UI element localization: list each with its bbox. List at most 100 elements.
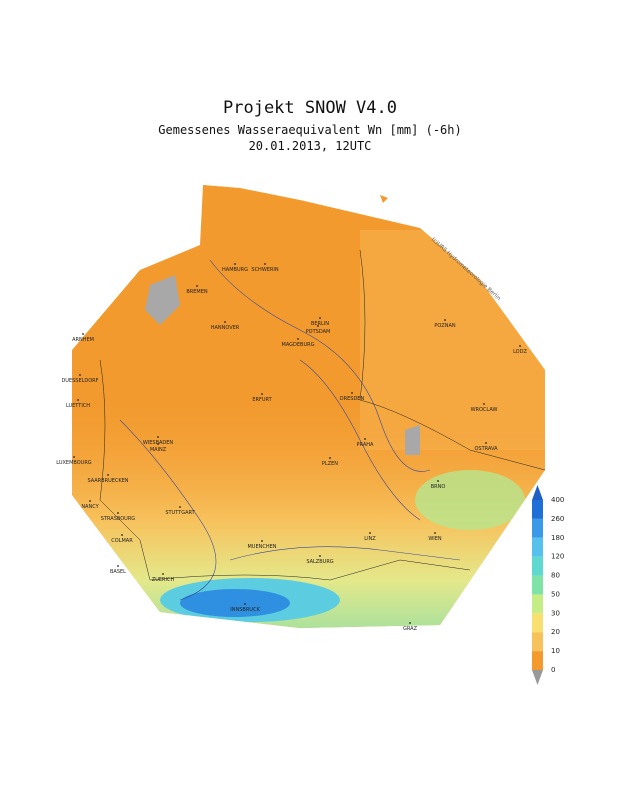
city-label: SAARBRUECKEN bbox=[87, 478, 128, 484]
city-dot bbox=[196, 285, 198, 287]
city-label: STUTTGART bbox=[165, 510, 195, 516]
city-label: LUXEMBOURG bbox=[56, 460, 92, 466]
city-labels: HAMBURG SCHWERIN BREMEN BERLIN POTSDAM HANNOV… bbox=[56, 263, 527, 632]
city-label: DRESDEN bbox=[340, 396, 365, 402]
city-label: LINZ bbox=[364, 536, 376, 542]
city-label: DUESSELDORF bbox=[61, 378, 98, 384]
city-label: MAINZ bbox=[150, 447, 167, 453]
city-label: OSTRAVA bbox=[474, 446, 498, 452]
city-label: ARNHEM bbox=[72, 337, 94, 343]
city-label: GRAZ bbox=[403, 626, 418, 632]
city-dot bbox=[179, 506, 181, 508]
city-dot bbox=[434, 532, 436, 534]
city-dot bbox=[162, 573, 164, 575]
city-label: WROCLAW bbox=[471, 407, 498, 413]
title: Projekt SNOW V4.0 bbox=[223, 98, 397, 118]
legend-label: 30 bbox=[551, 609, 560, 617]
city-label: NANCY bbox=[81, 504, 99, 510]
city-label: SALZBURG bbox=[306, 559, 333, 565]
city-dot bbox=[329, 457, 331, 459]
city-label: LUETTICH bbox=[66, 403, 90, 409]
city-dot bbox=[121, 534, 123, 536]
city-dot bbox=[409, 622, 411, 624]
city-label: POTSDAM bbox=[306, 329, 331, 335]
city-label: WIEN bbox=[428, 536, 442, 542]
city-label: STRASBOURG bbox=[101, 516, 136, 522]
city-label: HANNOVER bbox=[211, 325, 240, 331]
city-dot bbox=[244, 603, 246, 605]
city-dot bbox=[444, 319, 446, 321]
legend: 400 260 180 120 80 50 30 20 10 0 bbox=[532, 485, 564, 685]
city-dot bbox=[77, 399, 79, 401]
city-label: HAMBURG bbox=[222, 267, 248, 273]
city-dot bbox=[73, 456, 75, 458]
legend-label: 180 bbox=[551, 534, 564, 542]
city-label: WIESBADEN bbox=[143, 440, 174, 446]
legend-label: 400 bbox=[551, 496, 564, 504]
city-label: MAGDEBURG bbox=[282, 342, 315, 348]
legend-label: 120 bbox=[551, 553, 564, 561]
city-dot bbox=[369, 532, 371, 534]
city-dot bbox=[264, 263, 266, 265]
city-dot bbox=[79, 374, 81, 376]
city-dot bbox=[234, 263, 236, 265]
island bbox=[380, 195, 388, 203]
city-dot bbox=[82, 333, 84, 335]
city-label: ZUERICH bbox=[152, 577, 175, 583]
city-dot bbox=[319, 317, 321, 319]
subtitle: Gemessenes Wasseraequivalent Wn [mm] (-6… bbox=[158, 123, 461, 137]
city-dot bbox=[519, 345, 521, 347]
city-label: ERFURT bbox=[252, 397, 272, 403]
date: 20.01.2013, 12UTC bbox=[249, 139, 372, 153]
rivers bbox=[119, 259, 461, 601]
city-label: MUENCHEN bbox=[247, 544, 276, 550]
city-label: LODZ bbox=[513, 349, 527, 355]
city-dot bbox=[157, 436, 159, 438]
city-dot bbox=[483, 403, 485, 405]
city-label: PRAHA bbox=[357, 442, 374, 448]
east-green bbox=[415, 470, 525, 530]
city-label: BRNO bbox=[431, 484, 446, 490]
city-dot bbox=[261, 393, 263, 395]
city-label: BERLIN bbox=[311, 321, 329, 327]
legend-swatch bbox=[532, 613, 543, 633]
city-label: POZNAN bbox=[434, 323, 456, 329]
city-label: PLZEN bbox=[322, 461, 338, 467]
legend-swatch bbox=[532, 632, 543, 652]
legend-swatch bbox=[532, 575, 543, 595]
city-dot bbox=[485, 442, 487, 444]
city-dot bbox=[107, 474, 109, 476]
city-dot bbox=[364, 438, 366, 440]
alps-blue bbox=[180, 589, 290, 617]
city-label: INNSBRUCK bbox=[230, 607, 260, 613]
legend-arrow-bottom bbox=[532, 670, 543, 685]
legend-label: 80 bbox=[551, 572, 560, 580]
city-label: BASEL bbox=[110, 569, 126, 575]
legend-label: 0 bbox=[551, 666, 555, 674]
city-dot bbox=[157, 443, 159, 445]
city-label: BREMEN bbox=[186, 289, 208, 295]
legend-swatch bbox=[532, 556, 543, 576]
city-dot bbox=[319, 555, 321, 557]
city-label: COLMAR bbox=[111, 538, 133, 544]
legend-label: 10 bbox=[551, 647, 560, 655]
legend-swatch bbox=[532, 500, 543, 519]
borders bbox=[99, 249, 545, 581]
city-dot bbox=[117, 512, 119, 514]
lake bbox=[145, 275, 180, 325]
city-dot bbox=[224, 321, 226, 323]
legend-swatch bbox=[532, 651, 543, 670]
water bbox=[405, 425, 420, 455]
city-dot bbox=[261, 540, 263, 542]
city-label: SCHWERIN bbox=[251, 267, 278, 273]
legend-swatch bbox=[532, 537, 543, 557]
legend-swatch bbox=[532, 594, 543, 614]
legend-label: 50 bbox=[551, 590, 560, 598]
legend-swatch bbox=[532, 518, 543, 538]
city-dot bbox=[317, 325, 319, 327]
legend-label: 260 bbox=[551, 515, 564, 523]
city-dot bbox=[117, 565, 119, 567]
city-dot bbox=[437, 480, 439, 482]
legend-arrow-top bbox=[532, 485, 543, 500]
